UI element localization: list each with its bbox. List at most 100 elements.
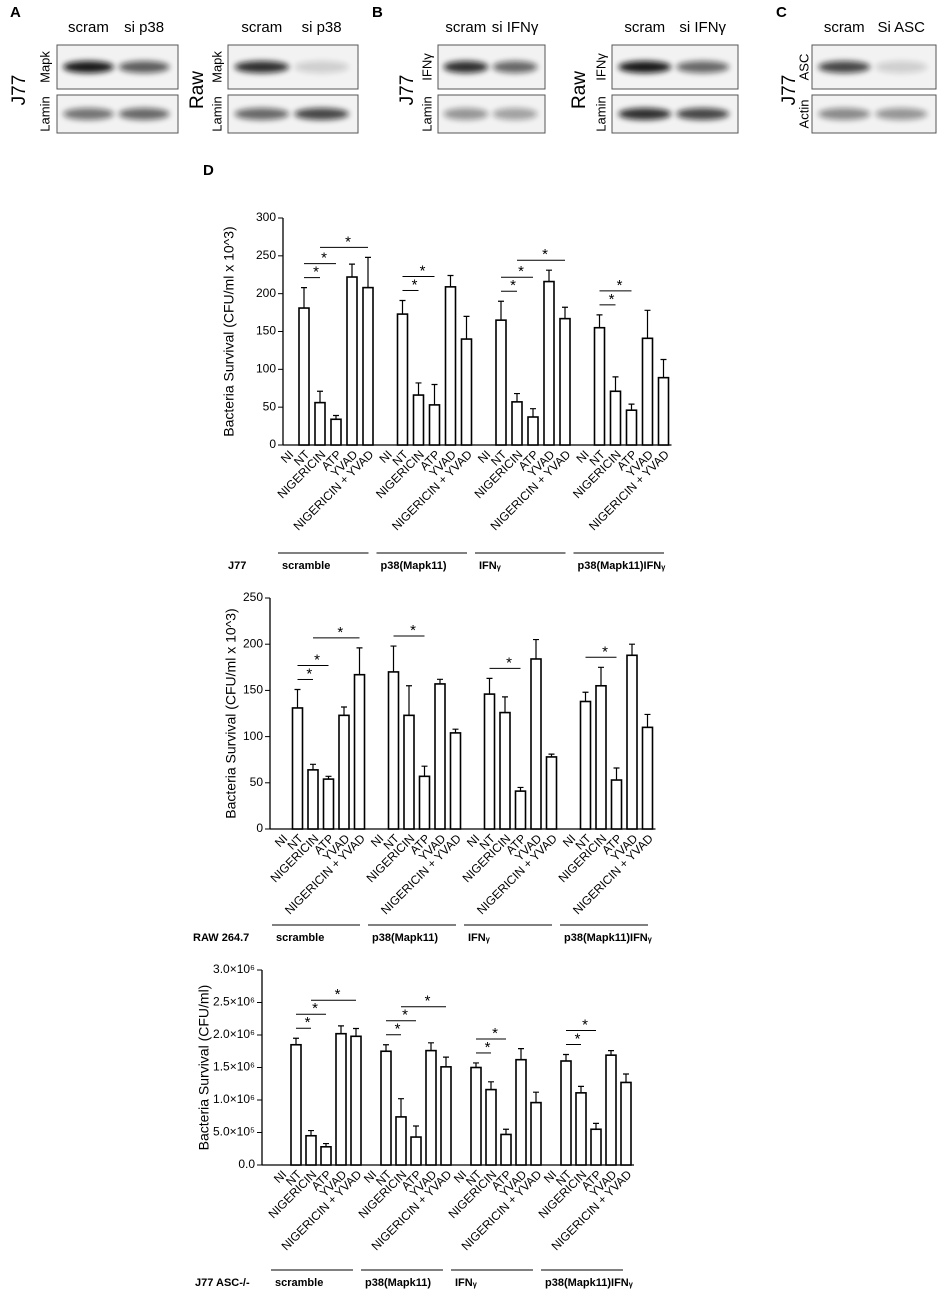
error-bar — [518, 1048, 524, 1060]
error-bar — [431, 383, 438, 405]
bar — [657, 376, 670, 446]
y-tick-label: 100 — [256, 362, 276, 376]
bar — [298, 307, 310, 446]
row-label: IFNγ — [593, 53, 608, 81]
band — [492, 61, 538, 73]
y-tick-label: 150 — [256, 324, 276, 338]
error-bar — [530, 408, 536, 418]
error-bar — [413, 1125, 419, 1138]
error-bar — [406, 685, 412, 716]
error-bar — [341, 706, 347, 716]
error-bar — [473, 1062, 479, 1068]
bar — [593, 326, 606, 446]
error-bar — [612, 376, 619, 392]
bar — [353, 673, 366, 830]
significance-star: * — [617, 277, 623, 294]
significance-star: * — [425, 993, 431, 1010]
band — [618, 61, 672, 73]
y-tick-label: 0 — [256, 821, 263, 835]
bar — [579, 700, 592, 830]
y-tick-label: 100 — [243, 729, 263, 743]
bar — [530, 658, 542, 830]
bar — [595, 684, 607, 830]
error-bar — [415, 382, 422, 396]
group-label: IFNᵧ — [455, 1277, 478, 1289]
band — [234, 61, 290, 73]
error-bar — [644, 713, 651, 728]
lane-label: si p38 — [302, 19, 342, 36]
error-bar — [593, 1122, 599, 1130]
bar — [527, 416, 539, 446]
significance-star: * — [485, 1039, 491, 1056]
bar — [305, 1134, 317, 1166]
error-bar — [323, 1142, 329, 1147]
error-bar — [353, 1027, 359, 1037]
band — [443, 108, 489, 120]
bar — [511, 401, 523, 446]
bar — [610, 779, 623, 830]
bar — [322, 778, 335, 830]
error-bar — [517, 786, 524, 792]
bar — [403, 714, 415, 830]
bar — [460, 338, 473, 446]
error-bar — [503, 1128, 509, 1135]
group-label: p38(Mapk11)IFNᵧ — [578, 560, 667, 572]
y-tick-label: 250 — [256, 248, 276, 262]
error-bar — [628, 403, 635, 411]
cell-label: J77 — [9, 75, 30, 106]
bar — [641, 726, 654, 830]
significance-star: * — [510, 277, 516, 294]
band — [875, 61, 928, 73]
lane-label: Si ASC — [878, 19, 926, 36]
error-bar — [498, 300, 504, 321]
bar — [290, 1043, 302, 1166]
bar — [590, 1128, 602, 1166]
row-label: Actin — [796, 100, 811, 129]
significance-star: * — [313, 264, 319, 281]
error-bar — [447, 274, 454, 287]
y-axis-label: Bacteria Survival (CFU/ml x 10^3) — [223, 608, 239, 818]
lane-label: scram — [624, 19, 665, 36]
bar — [330, 418, 342, 446]
bar — [514, 790, 527, 830]
bar — [500, 1133, 512, 1166]
y-tick-label: 0.0 — [238, 1157, 255, 1171]
significance-star: * — [412, 276, 418, 293]
bar — [470, 1066, 482, 1166]
band — [875, 108, 928, 120]
bar — [495, 319, 507, 446]
band — [818, 61, 871, 73]
bar — [387, 671, 400, 830]
bar — [609, 390, 622, 446]
error-bar — [349, 263, 355, 278]
error-bar — [428, 1042, 434, 1051]
significance-star: * — [312, 1000, 318, 1017]
bar — [410, 1136, 422, 1166]
band — [294, 108, 349, 120]
bar — [545, 756, 558, 830]
y-tick-label: 2.0×10⁶ — [213, 1027, 255, 1041]
error-bar — [308, 1129, 314, 1136]
bar — [291, 707, 304, 830]
error-bar — [383, 1044, 389, 1052]
y-tick-label: 200 — [256, 286, 276, 300]
error-bar — [398, 1098, 404, 1117]
y-tick-label: 50 — [250, 775, 264, 789]
error-bar — [399, 299, 406, 315]
lane-label: scram — [824, 19, 865, 36]
row-label: Mapk — [209, 51, 224, 83]
cell-label: J77 — [397, 75, 418, 106]
band — [443, 61, 489, 73]
bar — [560, 1060, 572, 1166]
cell-line-label: RAW 264.7 — [193, 932, 249, 944]
bar — [575, 1092, 587, 1166]
group-label: p38(Mapk11)IFNᵧ — [545, 1277, 634, 1289]
row-label: Lamin — [593, 96, 608, 131]
panel-letter: D — [203, 162, 214, 179]
error-bar — [546, 269, 552, 282]
bar — [307, 769, 319, 830]
bar — [338, 714, 350, 830]
bar — [605, 1054, 617, 1166]
error-bar — [562, 306, 568, 319]
error-bar — [533, 638, 539, 659]
